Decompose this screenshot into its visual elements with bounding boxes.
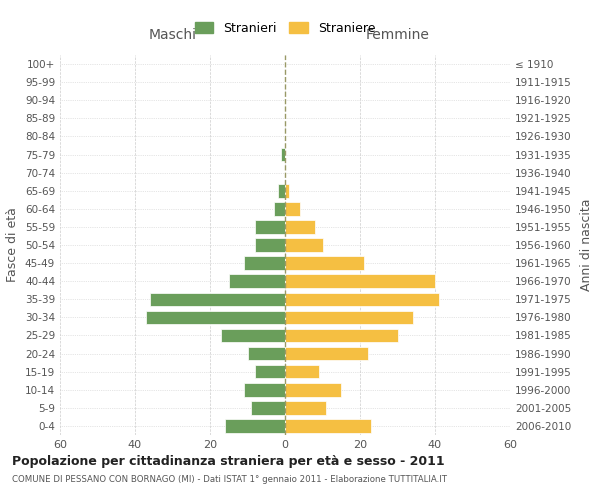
Y-axis label: Anni di nascita: Anni di nascita	[580, 198, 593, 291]
Bar	[285, 184, 289, 198]
Bar	[285, 256, 364, 270]
Bar	[285, 419, 371, 432]
Bar	[285, 292, 439, 306]
Bar	[285, 310, 413, 324]
Bar	[146, 310, 285, 324]
Bar	[285, 220, 315, 234]
Bar	[285, 383, 341, 396]
Bar	[285, 238, 323, 252]
Bar	[221, 328, 285, 342]
Text: Popolazione per cittadinanza straniera per età e sesso - 2011: Popolazione per cittadinanza straniera p…	[12, 455, 445, 468]
Bar	[225, 419, 285, 432]
Bar	[285, 365, 319, 378]
Bar	[244, 256, 285, 270]
Bar	[274, 202, 285, 215]
Bar	[285, 347, 367, 360]
Bar	[255, 220, 285, 234]
Bar	[255, 238, 285, 252]
Text: COMUNE DI PESSANO CON BORNAGO (MI) - Dati ISTAT 1° gennaio 2011 - Elaborazione T: COMUNE DI PESSANO CON BORNAGO (MI) - Dat…	[12, 475, 447, 484]
Bar	[150, 292, 285, 306]
Bar	[285, 401, 326, 414]
Text: Maschi: Maschi	[149, 28, 197, 42]
Bar	[285, 274, 435, 288]
Legend: Stranieri, Straniere: Stranieri, Straniere	[188, 16, 382, 41]
Bar	[244, 383, 285, 396]
Bar	[251, 401, 285, 414]
Bar	[255, 365, 285, 378]
Text: Femmine: Femmine	[365, 28, 430, 42]
Bar	[281, 148, 285, 162]
Bar	[285, 328, 398, 342]
Bar	[229, 274, 285, 288]
Bar	[277, 184, 285, 198]
Bar	[248, 347, 285, 360]
Y-axis label: Fasce di età: Fasce di età	[7, 208, 19, 282]
Bar	[285, 202, 300, 215]
